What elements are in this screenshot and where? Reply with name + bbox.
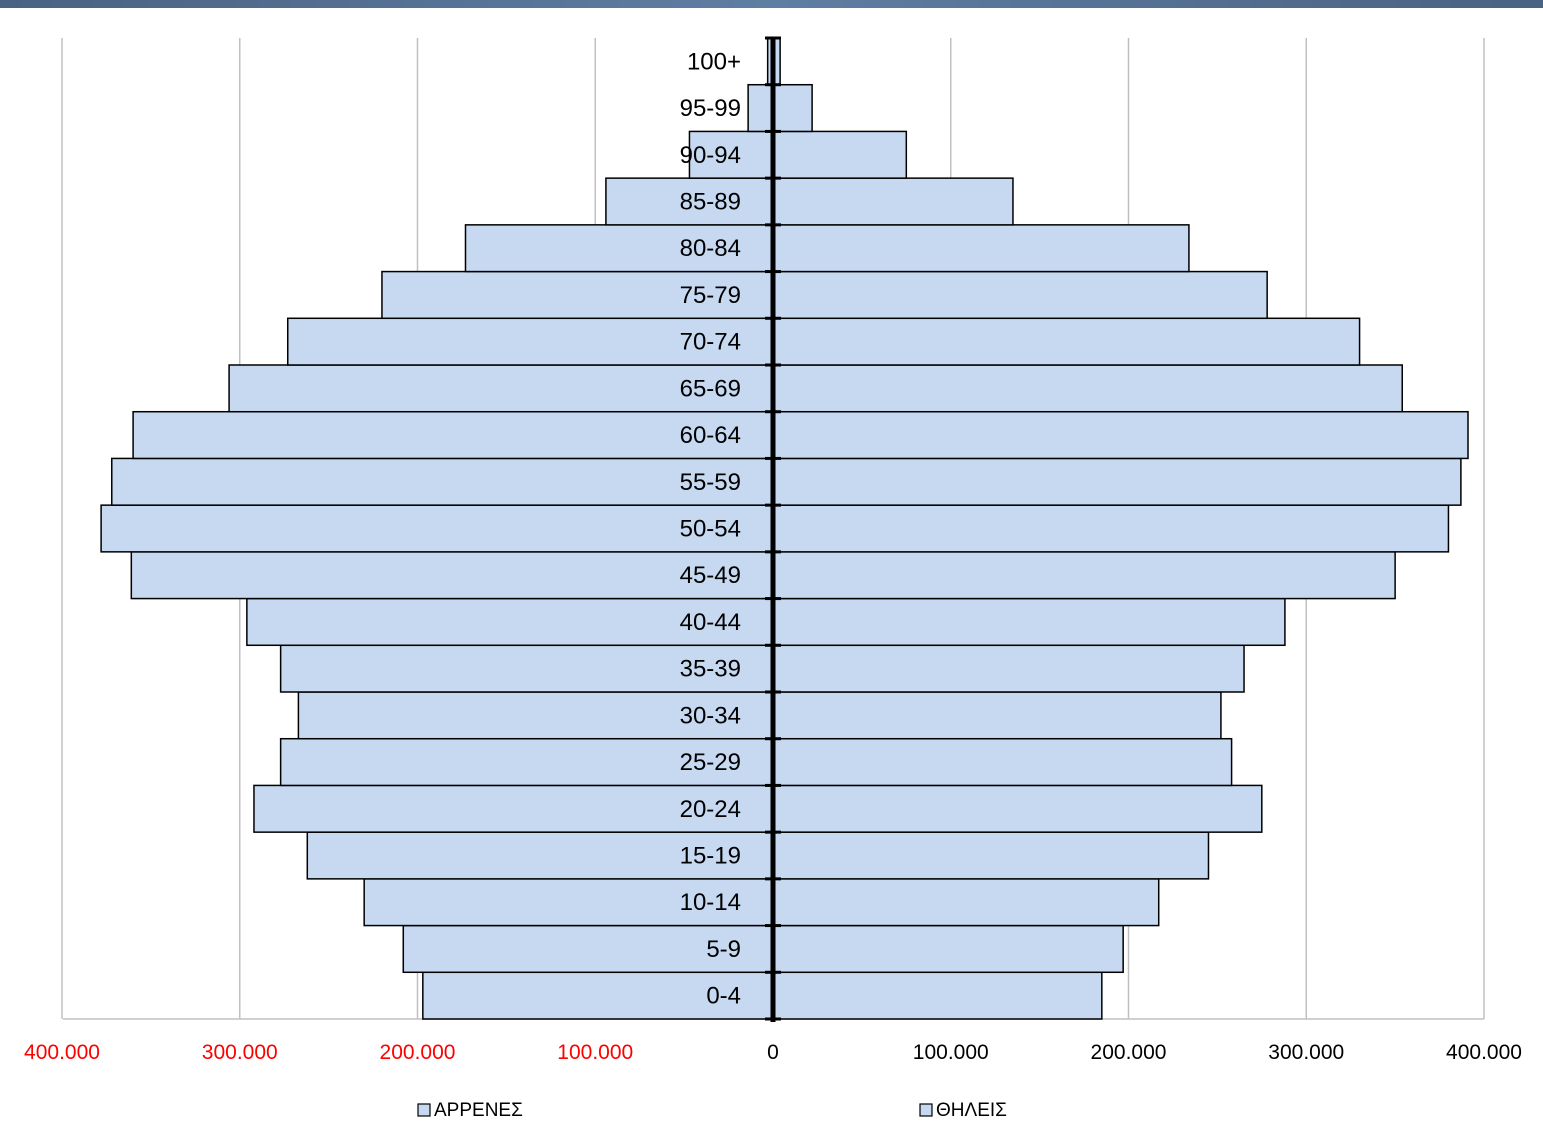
bar-male-40-44 <box>246 597 774 647</box>
bar-male-75-79 <box>381 270 774 320</box>
bar-female-65-69 <box>772 364 1403 413</box>
legend: ΑΡΡΕΝΕΣ ΘΗΛΕΙΣ <box>417 1100 1007 1121</box>
bar-female-40-44 <box>772 597 1286 647</box>
bar-male-25-29 <box>279 737 774 787</box>
bar-male-60-64 <box>132 410 774 460</box>
legend-label-male: ΑΡΡΕΝΕΣ <box>434 1100 523 1121</box>
age-group-label: 85-89 <box>680 189 741 216</box>
x-axis-tick-labels: 400.000 300.000 200.000 100.000 0 100.000 200.… <box>24 1041 1522 1064</box>
age-group-label: 100+ <box>687 48 741 75</box>
x-tick-label: 100.000 <box>913 1041 989 1064</box>
bar-male-45-49 <box>130 551 774 600</box>
bar-female-45-49 <box>772 551 1396 600</box>
bar-female-55-59 <box>772 457 1462 506</box>
age-group-label: 50-54 <box>680 516 741 543</box>
age-group-label: 70-74 <box>680 329 741 356</box>
series-female-bars <box>772 37 1469 1020</box>
bar-male-15-19 <box>306 831 774 880</box>
age-group-label: 5-9 <box>706 936 741 963</box>
bar-female-10-14 <box>772 878 1160 927</box>
bar-male-65-69 <box>228 364 774 413</box>
age-group-labels: 0-4 5-9 10-14 15-19 20-24 25-29 30-34 35-39 40-4… <box>680 48 741 1009</box>
age-group-label: 35-39 <box>680 656 741 683</box>
age-group-label: 45-49 <box>680 562 741 589</box>
age-group-label: 95-99 <box>680 95 741 122</box>
legend-label-female: ΘΗΛΕΙΣ <box>936 1100 1007 1121</box>
legend-swatch-male <box>417 1103 431 1117</box>
bar-female-30-34 <box>772 691 1222 740</box>
bar-male-35-39 <box>279 644 774 693</box>
bar-female-75-79 <box>772 270 1268 320</box>
bar-female-80-84 <box>772 224 1190 273</box>
age-group-label: 20-24 <box>680 796 741 823</box>
age-group-label: 60-64 <box>680 422 741 449</box>
x-tick-label: 100.000 <box>557 1041 633 1064</box>
bar-female-5-9 <box>772 924 1124 974</box>
center-axis <box>765 36 781 1022</box>
bar-female-0-4 <box>772 971 1103 1020</box>
bar-male-30-34 <box>297 691 774 740</box>
x-tick-label: 300.000 <box>1268 1041 1344 1064</box>
bar-female-20-24 <box>772 784 1263 833</box>
series-male-bars <box>100 37 774 1020</box>
age-group-label: 30-34 <box>680 702 741 729</box>
bar-female-85-89 <box>772 177 1014 226</box>
age-group-label: 75-79 <box>680 282 741 309</box>
x-tick-label: 400.000 <box>24 1041 100 1064</box>
bar-female-25-29 <box>772 737 1233 787</box>
bar-female-35-39 <box>772 644 1245 693</box>
x-tick-label: 300.000 <box>202 1041 278 1064</box>
bar-male-95-99 <box>747 83 774 133</box>
age-group-label: 0-4 <box>706 983 741 1010</box>
age-group-label: 55-59 <box>680 469 741 496</box>
legend-swatch-female <box>919 1103 933 1117</box>
age-group-label: 80-84 <box>680 235 741 262</box>
age-group-label: 15-19 <box>680 843 741 870</box>
x-tick-label: 0 <box>767 1041 779 1064</box>
bar-male-50-54 <box>100 504 774 553</box>
bar-female-60-64 <box>772 410 1469 460</box>
bar-female-15-19 <box>772 831 1210 880</box>
legend-item-female[interactable]: ΘΗΛΕΙΣ <box>919 1100 1007 1121</box>
bar-female-90-94 <box>772 130 908 179</box>
age-group-label: 90-94 <box>680 142 741 169</box>
bar-female-95-99 <box>772 83 813 133</box>
age-group-label: 25-29 <box>680 749 741 776</box>
bar-female-70-74 <box>772 317 1361 366</box>
age-group-label: 65-69 <box>680 375 741 402</box>
bar-male-55-59 <box>111 457 774 506</box>
x-tick-label: 400.000 <box>1446 1041 1522 1064</box>
x-tick-label: 200.000 <box>380 1041 456 1064</box>
x-tick-label: 200.000 <box>1091 1041 1167 1064</box>
bar-female-50-54 <box>772 504 1450 553</box>
legend-item-male[interactable]: ΑΡΡΕΝΕΣ <box>417 1100 523 1121</box>
bar-male-80-84 <box>464 224 774 273</box>
age-group-label: 40-44 <box>680 609 741 636</box>
header-band <box>0 0 1543 8</box>
bar-male-20-24 <box>253 784 774 833</box>
bar-male-70-74 <box>286 317 774 366</box>
age-group-label: 10-14 <box>680 889 741 916</box>
